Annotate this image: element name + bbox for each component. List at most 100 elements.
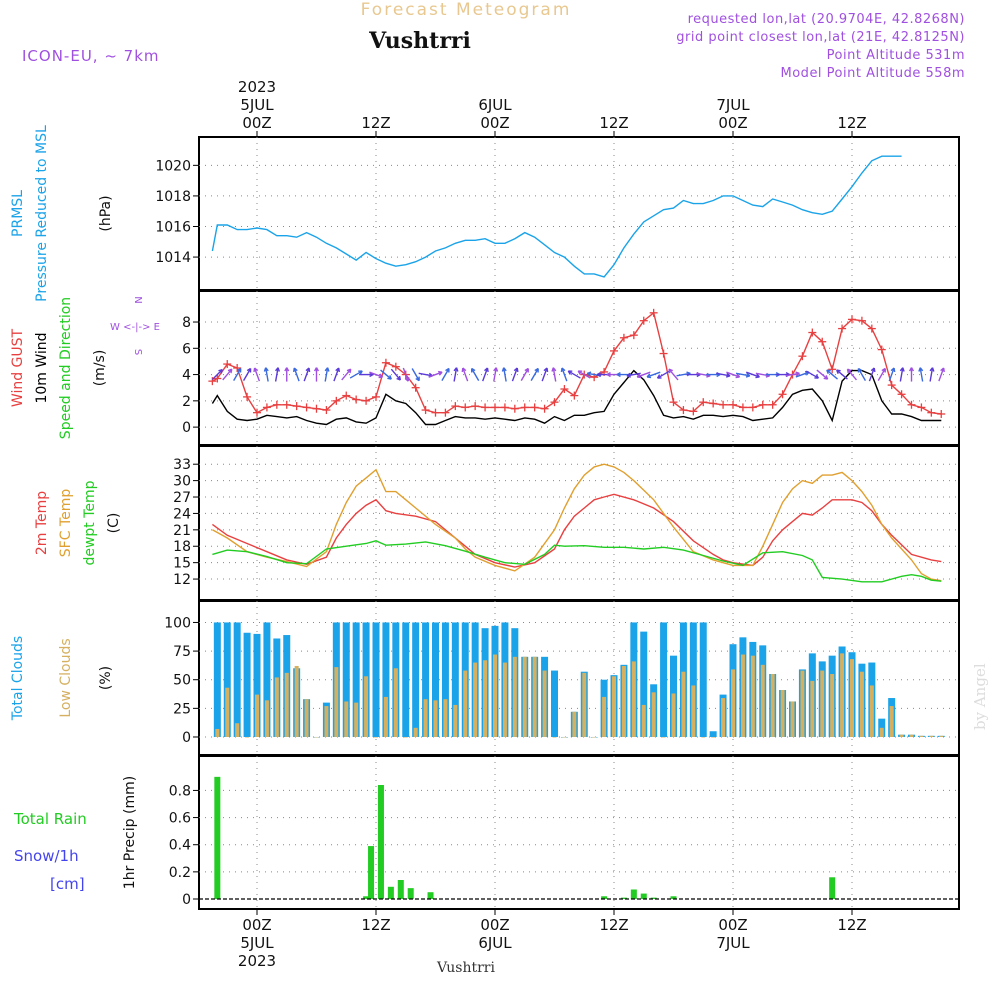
gust-marker — [352, 395, 361, 404]
wind-series-label: Wind GUST — [10, 328, 26, 407]
low-cloudsbar — [542, 670, 547, 737]
total-cloudsbar — [213, 622, 221, 737]
wind-direction-arrow — [836, 369, 848, 380]
wind-series-label: 10m Wind — [34, 332, 50, 403]
wind-panel: 0 2 4 6 8 Wind GUST 10m Wind Speed and Directio… — [10, 290, 960, 446]
clouds-ytick-label: 0 — [182, 730, 191, 746]
low-cloudsbar — [939, 735, 944, 737]
low-cloudsbar — [899, 734, 904, 737]
gust-marker — [520, 403, 529, 412]
gust-marker — [481, 403, 490, 412]
gust-marker — [907, 400, 916, 409]
wind-gust-line — [212, 311, 942, 415]
low-cloudsbar — [264, 700, 269, 737]
low-cloudsbar — [562, 736, 567, 738]
low-cloudsbar — [721, 698, 726, 737]
gust-marker — [451, 402, 460, 411]
gust-marker — [233, 364, 242, 372]
wind-direction-arrow — [501, 367, 507, 382]
low-cloudsbar — [631, 661, 636, 737]
total-rainbar — [407, 888, 414, 899]
gust-marker — [213, 374, 222, 383]
low-cloudsbar — [483, 660, 488, 737]
gust-marker — [818, 337, 827, 346]
gust-marker — [431, 408, 440, 417]
wind-direction-arrow — [908, 367, 915, 382]
total-rainbar — [630, 889, 637, 899]
low-cloudsbar — [661, 736, 666, 738]
low-cloudsbar — [859, 671, 864, 737]
gust-marker — [312, 404, 321, 413]
wind-direction-arrow — [242, 367, 252, 381]
gust-marker — [669, 398, 678, 407]
low-cloudsbar — [740, 654, 745, 737]
low-cloudsbar — [879, 727, 884, 737]
total-cloudsbar — [441, 622, 449, 737]
wind-unit-label: (m/s) — [92, 350, 108, 387]
gust-marker — [867, 324, 876, 333]
low-cloudsbar — [364, 676, 369, 737]
gust-marker — [421, 406, 430, 415]
wind-direction-arrow — [341, 368, 352, 381]
wind-direction-arrow — [333, 367, 341, 382]
clouds-unit-label: (%) — [98, 666, 114, 690]
wind-direction-arrow — [303, 367, 311, 382]
low-cloudsbar — [225, 687, 230, 737]
precip-ytick-label: 0.2 — [169, 865, 191, 881]
top-time-label: 7JUL — [716, 96, 750, 114]
top-time-label: 12Z — [837, 114, 866, 132]
gust-marker — [540, 404, 549, 413]
grid-point-coordinates: grid point closest lon,lat (21E, 42.8125… — [676, 30, 965, 45]
pressure-ytick-label: 1014 — [155, 250, 191, 266]
temp-ytick-label: 33 — [173, 457, 191, 473]
low-cloudsbar — [383, 696, 388, 737]
pressure-frame — [198, 136, 960, 291]
gust-marker — [659, 349, 668, 358]
wind-direction-arrow — [929, 367, 935, 382]
precip-ytick-label: 0.8 — [169, 783, 191, 799]
rain-label: Total Rain — [13, 810, 87, 828]
wind-direction-arrow — [551, 367, 557, 382]
10m-wind-line — [211, 369, 942, 426]
gust-marker — [848, 315, 856, 324]
precip-ytick-label: 0 — [182, 892, 191, 908]
low-cloudsbar — [612, 676, 616, 737]
wind-direction-arrow — [453, 367, 459, 382]
wind-direction-arrow — [857, 367, 867, 381]
total-cloudsbar — [660, 622, 668, 737]
gust-marker — [292, 402, 301, 411]
gust-marker — [719, 400, 728, 409]
wind-direction-arrow — [428, 370, 443, 378]
pressure-series-label: Pressure Reduced to MSL — [34, 125, 50, 302]
bottom-time-label: 7JUL — [716, 934, 750, 952]
gust-marker — [699, 398, 708, 407]
wind-direction-arrow — [877, 367, 886, 381]
wind-direction-arrow — [411, 368, 420, 382]
precip-frame — [198, 755, 960, 910]
temp-series-label: 2m Temp — [34, 491, 50, 555]
bottom-time-label: 00Z — [718, 916, 747, 934]
gust-marker — [619, 333, 628, 342]
total-rainbar — [829, 877, 836, 899]
temp-ytick-label: 15 — [173, 556, 191, 572]
low-cloudsbar — [850, 659, 854, 737]
wind-direction-arrow — [233, 367, 242, 381]
temp-ytick-label: 18 — [173, 539, 191, 555]
precip-ytick-label: 0.6 — [169, 811, 191, 827]
low-cloudsbar — [770, 673, 775, 737]
low-cloudsbar — [790, 701, 795, 737]
gust-marker — [243, 392, 252, 401]
low-cloudsbar — [314, 736, 319, 738]
gust-marker — [610, 346, 618, 355]
clouds-series-label: Low Clouds — [58, 638, 74, 717]
wind-direction-arrow — [441, 367, 450, 381]
gust-marker — [778, 390, 787, 399]
2m-temp-line — [211, 493, 942, 568]
total-cloudsbar — [551, 670, 558, 737]
low-cloudsbar — [453, 704, 458, 737]
sfc-temp-line — [212, 463, 942, 582]
low-cloudsbar — [522, 656, 527, 737]
total-rainbar — [397, 880, 404, 899]
